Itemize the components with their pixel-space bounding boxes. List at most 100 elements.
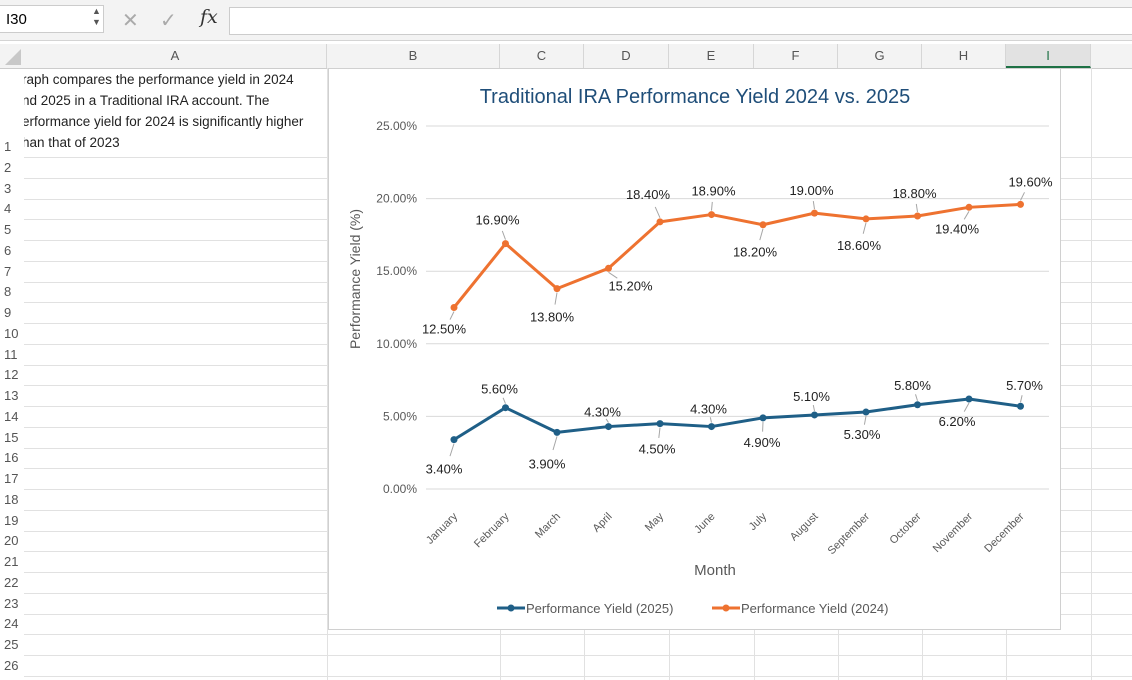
data-label: 15.20% [608, 278, 653, 293]
leader-line [608, 271, 618, 279]
data-label: 5.80% [894, 378, 931, 393]
column-header-i[interactable]: I [1006, 44, 1091, 68]
leader-line [658, 427, 661, 439]
row-header-1[interactable]: 1 [4, 139, 12, 154]
row-header-14[interactable]: 14 [4, 408, 19, 424]
row-header-24[interactable]: 24 [4, 616, 19, 632]
legend-label: Performance Yield (2024) [741, 601, 888, 616]
data-label: 4.30% [690, 402, 727, 417]
leader-line [711, 201, 713, 211]
row-header-25[interactable]: 25 [4, 637, 19, 652]
row-header-7[interactable]: 7 [4, 263, 12, 279]
row-header-2[interactable]: 2 [4, 159, 12, 175]
data-label: 5.30% [844, 427, 881, 442]
series-line [452, 202, 1021, 309]
legend-label: Performance Yield (2025) [526, 601, 673, 616]
data-point [502, 240, 509, 248]
row-header-21[interactable]: 21 [4, 554, 19, 569]
column-header-g[interactable]: G [838, 44, 922, 68]
row-header-4[interactable]: 4 [4, 201, 12, 217]
y-axis-title: Performance Yield (%) [347, 209, 363, 349]
row-header-3[interactable]: 3 [4, 180, 12, 196]
x-tick-label: July [747, 510, 770, 533]
row-header-12[interactable]: 12 [4, 367, 19, 383]
data-label: 5.70% [1006, 378, 1043, 393]
leader-line [654, 206, 661, 219]
x-tick-label: December [982, 510, 1027, 555]
column-header-h[interactable]: H [922, 44, 1006, 68]
name-box-stepper-icon[interactable]: ▲ ▼ [92, 6, 101, 27]
data-point [811, 209, 818, 217]
leader-line [554, 292, 558, 305]
cell-a1-line: nd 2025 in a Traditional IRA account. Th… [24, 93, 270, 108]
x-tick-label: October [887, 510, 923, 546]
data-point [914, 212, 921, 220]
row-header-6[interactable]: 6 [4, 242, 12, 258]
column-header-f[interactable]: F [754, 44, 838, 68]
enter-check-icon[interactable]: ✓ [160, 10, 177, 32]
data-point [605, 423, 612, 431]
row-header-11[interactable]: 11 [4, 346, 18, 362]
row-gridline [24, 655, 1132, 656]
data-point [1017, 402, 1024, 410]
line-chart[interactable]: Traditional IRA Performance Yield 2024 v… [328, 68, 1061, 630]
row-header-16[interactable]: 16 [4, 450, 19, 466]
row-header-22[interactable]: 22 [4, 574, 19, 590]
data-label: 18.60% [837, 238, 882, 253]
leader-line [449, 311, 455, 320]
row-header-9[interactable]: 9 [4, 305, 12, 320]
formula-bar: I30 ▲ ▼ ✕ ✓ fx [0, 0, 1132, 41]
leader-line [862, 222, 867, 234]
data-label: 3.40% [426, 462, 463, 477]
data-point [553, 285, 561, 293]
column-header-d[interactable]: D [584, 44, 669, 68]
y-tick-label: 25.00% [376, 119, 417, 133]
data-label: 19.40% [935, 221, 980, 236]
row-header-26[interactable]: 26 [4, 657, 19, 673]
row-header-20[interactable]: 20 [4, 533, 19, 549]
row-header-15[interactable]: 15 [4, 429, 19, 445]
cancel-icon[interactable]: ✕ [122, 10, 139, 32]
leader-line [709, 417, 712, 423]
column-header-e[interactable]: E [669, 44, 754, 68]
data-label: 5.10% [793, 389, 830, 404]
leader-line [863, 415, 867, 425]
select-all-button[interactable] [0, 44, 24, 68]
x-tick-label: November [931, 510, 976, 555]
y-tick-label: 0.00% [383, 482, 417, 496]
data-label: 4.90% [744, 435, 781, 450]
row-header-8[interactable]: 8 [4, 284, 12, 300]
insert-function-icon[interactable]: fx [200, 6, 218, 28]
x-tick-label: August [788, 511, 821, 544]
column-header-b[interactable]: B [327, 44, 500, 68]
name-box[interactable]: I30 [0, 5, 104, 33]
y-tick-label: 20.00% [376, 192, 417, 206]
x-tick-label: April [591, 511, 615, 535]
leader-line [501, 230, 506, 240]
column-gridline [327, 68, 328, 680]
x-tick-label: June [692, 511, 717, 536]
cell-a1[interactable]: raph compares the performance yield in 2… [24, 68, 326, 153]
data-point [605, 264, 612, 272]
leader-line [605, 418, 609, 423]
leader-line [963, 211, 970, 220]
row-header-10[interactable]: 10 [4, 325, 19, 341]
chart-svg: Traditional IRA Performance Yield 2024 v… [347, 86, 1053, 616]
x-tick-label: March [533, 511, 563, 541]
column-header-c[interactable]: C [500, 44, 584, 68]
row-header-19[interactable]: 19 [4, 512, 19, 528]
x-tick-label: February [472, 510, 512, 550]
row-header-17[interactable]: 17 [4, 471, 19, 486]
data-label: 18.90% [691, 184, 736, 199]
cell-a1-line: raph compares the performance yield in 2… [24, 72, 294, 87]
row-header-13[interactable]: 13 [4, 388, 19, 403]
row-header-23[interactable]: 23 [4, 595, 19, 611]
data-label: 5.60% [481, 382, 518, 397]
data-point [1017, 200, 1024, 208]
row-gridline [24, 634, 1132, 636]
chart-title: Traditional IRA Performance Yield 2024 v… [480, 86, 911, 108]
column-header-a[interactable]: A [24, 44, 327, 68]
row-header-5[interactable]: 5 [4, 222, 12, 237]
formula-input[interactable] [229, 7, 1132, 35]
row-header-18[interactable]: 18 [4, 491, 19, 507]
